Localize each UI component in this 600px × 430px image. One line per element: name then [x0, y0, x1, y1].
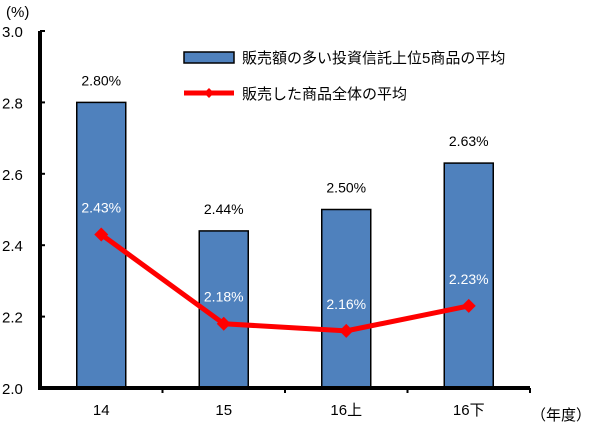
- x-axis-label: （年度）: [531, 407, 591, 424]
- y-tick-label: 2.4: [2, 238, 23, 255]
- line-value-labels: 2.43% 2.18% 2.16% 2.23%: [81, 199, 488, 311]
- y-tick-label: 3.0: [2, 24, 23, 41]
- y-unit-label: (%): [6, 4, 29, 21]
- legend-line-label: 販売した商品全体の平均: [242, 85, 407, 103]
- legend-diamond-marker-icon: [204, 88, 214, 98]
- bar-value-label: 2.50%: [326, 180, 366, 196]
- diamond-marker-icon: [216, 316, 231, 331]
- x-tick-label: 16下: [453, 402, 485, 419]
- y-tick-label: 2.6: [2, 167, 23, 184]
- diamond-marker-icon: [94, 227, 109, 242]
- bar-value-label: 2.80%: [81, 72, 121, 88]
- legend: 販売額の多い投資信託上位5商品の平均 販売した商品全体の平均: [183, 50, 505, 103]
- line-series: [94, 227, 476, 338]
- line-value-label: 2.18%: [204, 289, 244, 305]
- line-value-label: 2.23%: [449, 271, 489, 287]
- bar-value-label: 2.44%: [204, 201, 244, 217]
- bar-value-label: 2.63%: [449, 133, 489, 149]
- bar: [443, 162, 494, 389]
- y-tick-label: 2.2: [2, 310, 23, 327]
- legend-bar-swatch: [183, 51, 235, 64]
- bar: [321, 208, 372, 389]
- bar-value-labels: 2.80% 2.44% 2.50% 2.63%: [81, 72, 488, 217]
- y-tick-label: 2.8: [2, 95, 23, 112]
- line-value-label: 2.16%: [326, 296, 366, 312]
- x-tick-label: 15: [215, 402, 232, 419]
- diamond-marker-icon: [339, 323, 354, 338]
- y-tick-label: 2.0: [2, 381, 23, 398]
- line-value-label: 2.43%: [81, 199, 121, 215]
- x-tick-label: 16上: [330, 402, 362, 419]
- legend-bar-label: 販売額の多い投資信託上位5商品の平均: [242, 50, 505, 67]
- bar-series: [76, 101, 494, 389]
- line-path: [99, 232, 470, 334]
- x-tick-label: 14: [93, 402, 110, 419]
- diamond-marker-icon: [461, 298, 476, 313]
- axes: 2.0 2.2 2.4 2.6 2.8 3.0 14 15 16上 16下: [2, 24, 531, 419]
